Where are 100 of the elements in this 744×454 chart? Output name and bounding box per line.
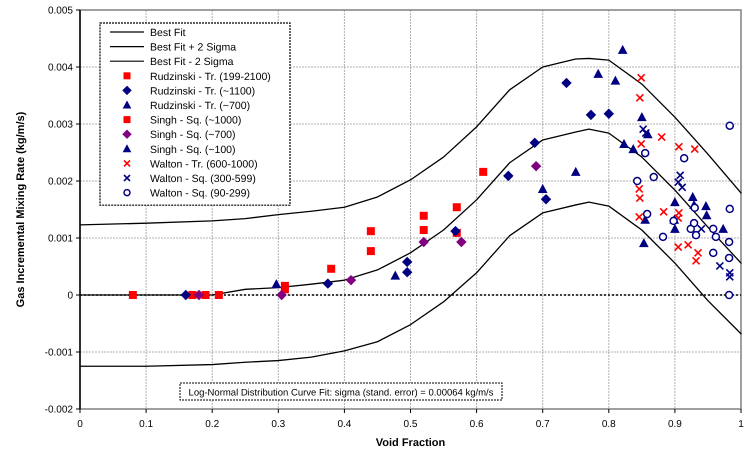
point bbox=[276, 290, 287, 300]
point bbox=[697, 224, 706, 234]
point bbox=[636, 140, 646, 148]
point bbox=[726, 121, 734, 130]
point bbox=[659, 207, 668, 216]
point bbox=[272, 280, 281, 288]
point bbox=[634, 212, 644, 222]
point bbox=[670, 198, 680, 206]
y-tick-label: 0 bbox=[67, 290, 74, 302]
point bbox=[690, 204, 699, 212]
x-tick-label: 0.7 bbox=[536, 419, 550, 430]
point bbox=[640, 148, 650, 158]
x-tick-label: 0.9 bbox=[668, 419, 682, 430]
point bbox=[450, 226, 460, 236]
point bbox=[724, 290, 734, 300]
y-tick-label: -0.002 bbox=[44, 404, 74, 416]
x-tick-label: 0.6 bbox=[470, 419, 484, 430]
x-tick-label: 0 bbox=[77, 419, 84, 430]
legend-label: Best Fit bbox=[150, 27, 186, 39]
y-tick-label: -0.001 bbox=[44, 348, 74, 358]
point bbox=[636, 93, 644, 102]
x-tick-label: 0.2 bbox=[205, 419, 220, 430]
point bbox=[692, 230, 700, 240]
legend-label: Singh - Sq. (~1000) bbox=[150, 114, 242, 127]
point bbox=[618, 45, 628, 54]
y-tick-label: 0.003 bbox=[48, 120, 74, 130]
legend-label: Singh - Sq. (~100) bbox=[150, 144, 236, 156]
point bbox=[390, 271, 400, 280]
point bbox=[586, 110, 596, 120]
point bbox=[322, 278, 333, 289]
point bbox=[456, 236, 466, 247]
point bbox=[670, 224, 680, 233]
point bbox=[725, 268, 734, 278]
y-tick-label: 0.004 bbox=[48, 62, 74, 74]
point bbox=[657, 132, 666, 142]
x-axis-title: Void Fraction bbox=[376, 437, 446, 449]
point bbox=[561, 78, 572, 88]
point bbox=[541, 194, 552, 204]
point bbox=[346, 275, 356, 286]
legend-label: Singh - Sq. (~700) bbox=[150, 129, 236, 142]
point bbox=[214, 291, 223, 299]
y-tick-label: 0.001 bbox=[48, 234, 74, 244]
y-axis-title: Gas Incremental Mixing Rate (kg/m/s) bbox=[15, 111, 27, 308]
point bbox=[674, 242, 683, 252]
legend-label: Walton - Sq. (90-299) bbox=[150, 188, 250, 200]
legend-label: Best Fit + 2 Sigma bbox=[150, 42, 236, 54]
point bbox=[128, 291, 137, 299]
point bbox=[638, 124, 648, 134]
point bbox=[701, 202, 710, 210]
point bbox=[628, 144, 638, 154]
y-tick-label: 0.002 bbox=[48, 176, 74, 188]
point bbox=[610, 76, 620, 85]
point bbox=[642, 210, 652, 218]
point bbox=[418, 236, 429, 247]
point bbox=[702, 210, 712, 220]
point bbox=[712, 232, 720, 242]
point bbox=[420, 226, 428, 234]
point bbox=[674, 142, 684, 152]
point bbox=[530, 138, 540, 148]
y-tick-label: 0.005 bbox=[48, 6, 74, 16]
point bbox=[642, 128, 650, 138]
point bbox=[708, 248, 718, 258]
point bbox=[604, 108, 614, 119]
point bbox=[452, 203, 461, 212]
point bbox=[708, 224, 718, 234]
annotation: Log-Normal Distribution Curve Fit: sigma (stand. error) = 0.00064 kg/m/s bbox=[188, 388, 494, 398]
point bbox=[366, 247, 375, 256]
point bbox=[327, 264, 336, 273]
legend-label: Rudzinski - Tr. (~1100) bbox=[150, 85, 256, 98]
point bbox=[479, 168, 488, 176]
point bbox=[538, 184, 548, 193]
point bbox=[620, 139, 629, 148]
point bbox=[690, 218, 698, 228]
point bbox=[716, 262, 724, 270]
x-tick-label: 0.3 bbox=[271, 419, 286, 430]
point bbox=[531, 161, 542, 172]
x-tick-label: 0.1 bbox=[139, 419, 154, 430]
point bbox=[639, 238, 648, 248]
point bbox=[637, 112, 646, 122]
point bbox=[690, 144, 700, 154]
point bbox=[724, 238, 734, 246]
point bbox=[366, 227, 375, 236]
point bbox=[402, 267, 412, 278]
legend-label: Walton - Tr. (600-1000) bbox=[150, 158, 258, 170]
point bbox=[718, 224, 728, 233]
point bbox=[402, 256, 412, 267]
point bbox=[688, 192, 698, 201]
x-tick-label: 0.8 bbox=[602, 419, 616, 430]
point bbox=[594, 69, 603, 78]
x-tick-label: 0.5 bbox=[404, 419, 418, 430]
point bbox=[420, 212, 428, 220]
point bbox=[684, 240, 692, 250]
point bbox=[636, 74, 646, 82]
point bbox=[194, 290, 204, 300]
point bbox=[678, 182, 686, 192]
point bbox=[632, 176, 642, 186]
legend-label: Rudzinski - Tr. (~700) bbox=[150, 100, 250, 112]
legend-label: Rudzinski - Tr. (199-2100) bbox=[150, 70, 271, 83]
point bbox=[180, 290, 191, 300]
point bbox=[650, 172, 658, 182]
